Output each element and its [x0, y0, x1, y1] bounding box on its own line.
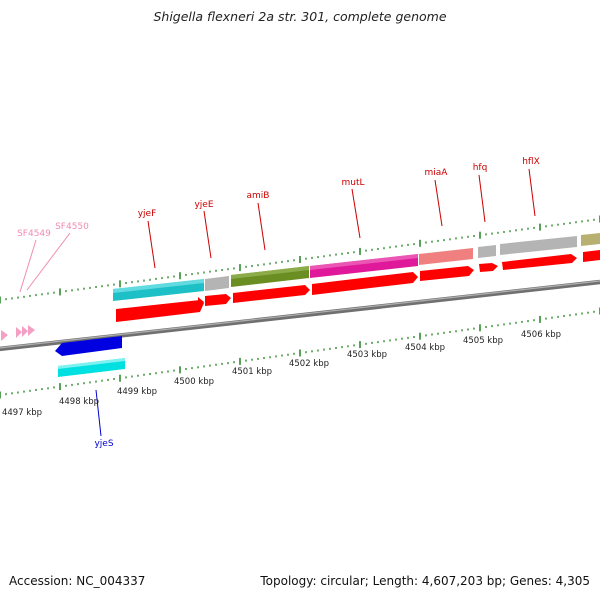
gene-label[interactable]: yjeS	[94, 439, 113, 449]
kbp-label: 4506 kbp	[521, 330, 561, 340]
cds-arrow-track[interactable]	[116, 250, 600, 322]
gene-label[interactable]: mutL	[341, 178, 364, 188]
feature-band-track[interactable]	[113, 233, 600, 301]
gene-label[interactable]: SF4550	[55, 222, 89, 232]
gene-labels: yjeF yjeE amiB mutL miaA hfq hflX SF4549…	[17, 157, 540, 449]
kbp-label: 4504 kbp	[405, 343, 445, 353]
gene-label[interactable]: SF4549	[17, 229, 51, 239]
cds-arrow-yjef[interactable]	[116, 300, 204, 322]
cds-arrow-hfq[interactable]	[479, 263, 498, 272]
inner-tick-ring	[0, 307, 600, 399]
outer-tick-ring	[0, 215, 600, 304]
cds-arrow-mutl[interactable]	[312, 272, 418, 295]
genome-summary-text: Topology: circular; Length: 4,607,203 bp…	[260, 574, 590, 588]
feature-band-highlight	[231, 266, 309, 279]
leader-line	[351, 188, 361, 239]
kbp-scale-labels: 4497 kbp 4498 kbp 4499 kbp 4500 kbp 4501…	[2, 330, 561, 418]
leader-line	[26, 232, 71, 291]
gene-label[interactable]: hfq	[473, 163, 488, 173]
leader-line	[528, 168, 536, 217]
accession-text: Accession: NC_004337	[9, 574, 146, 588]
kbp-label: 4502 kbp	[289, 359, 329, 369]
gene-label[interactable]: miaA	[425, 168, 449, 178]
kbp-label: 4500 kbp	[174, 377, 214, 387]
feature-band-miaa[interactable]	[419, 248, 473, 265]
cds-arrow-amib[interactable]	[233, 285, 310, 303]
leader-line	[147, 220, 156, 269]
feature-band-highlight	[113, 279, 204, 293]
pink-feature-arrows	[1, 325, 35, 341]
kbp-label: 4503 kbp	[347, 350, 387, 360]
kbp-label: 4497 kbp	[2, 408, 42, 418]
feature-band-highlight	[310, 254, 418, 270]
label-leaders	[19, 168, 536, 437]
feature-band-hflx[interactable]	[500, 236, 577, 255]
leader-line	[19, 239, 37, 293]
genome-backbone	[0, 279, 600, 352]
map-title: Shigella flexneri 2a str. 301, complete …	[153, 9, 447, 24]
kbp-label: 4501 kbp	[232, 367, 272, 377]
feature-band-hfq[interactable]	[478, 245, 496, 258]
leader-line	[257, 202, 266, 251]
cds-arrow-miaa[interactable]	[420, 266, 474, 281]
feature-band-yjee[interactable]	[205, 276, 229, 291]
feature-arrow	[1, 330, 8, 341]
leader-line	[434, 179, 443, 227]
genome-backbone-highlight	[0, 280, 600, 349]
kbp-label: 4505 kbp	[463, 336, 503, 346]
kbp-label: 4499 kbp	[117, 387, 157, 397]
leader-line	[203, 210, 212, 259]
leader-line	[478, 174, 486, 223]
cds-arrow-next[interactable]	[583, 250, 600, 262]
gene-label[interactable]: yjeE	[194, 200, 213, 210]
kbp-label: 4498 kbp	[59, 397, 99, 407]
feature-band-highlight	[58, 358, 125, 369]
gene-label[interactable]: amiB	[247, 191, 270, 201]
gene-label[interactable]: hflX	[522, 157, 540, 167]
cds-arrow-hflx[interactable]	[502, 254, 577, 270]
feature-arrow	[16, 327, 22, 338]
feature-band-next[interactable]	[581, 233, 600, 246]
cds-arrow-yjee[interactable]	[205, 294, 231, 306]
feature-arrow	[28, 325, 35, 336]
gene-label[interactable]: yjeF	[138, 209, 157, 219]
leader-line	[95, 389, 102, 437]
yjes-arrow[interactable]	[55, 336, 122, 356]
feature-arrow	[22, 326, 28, 337]
